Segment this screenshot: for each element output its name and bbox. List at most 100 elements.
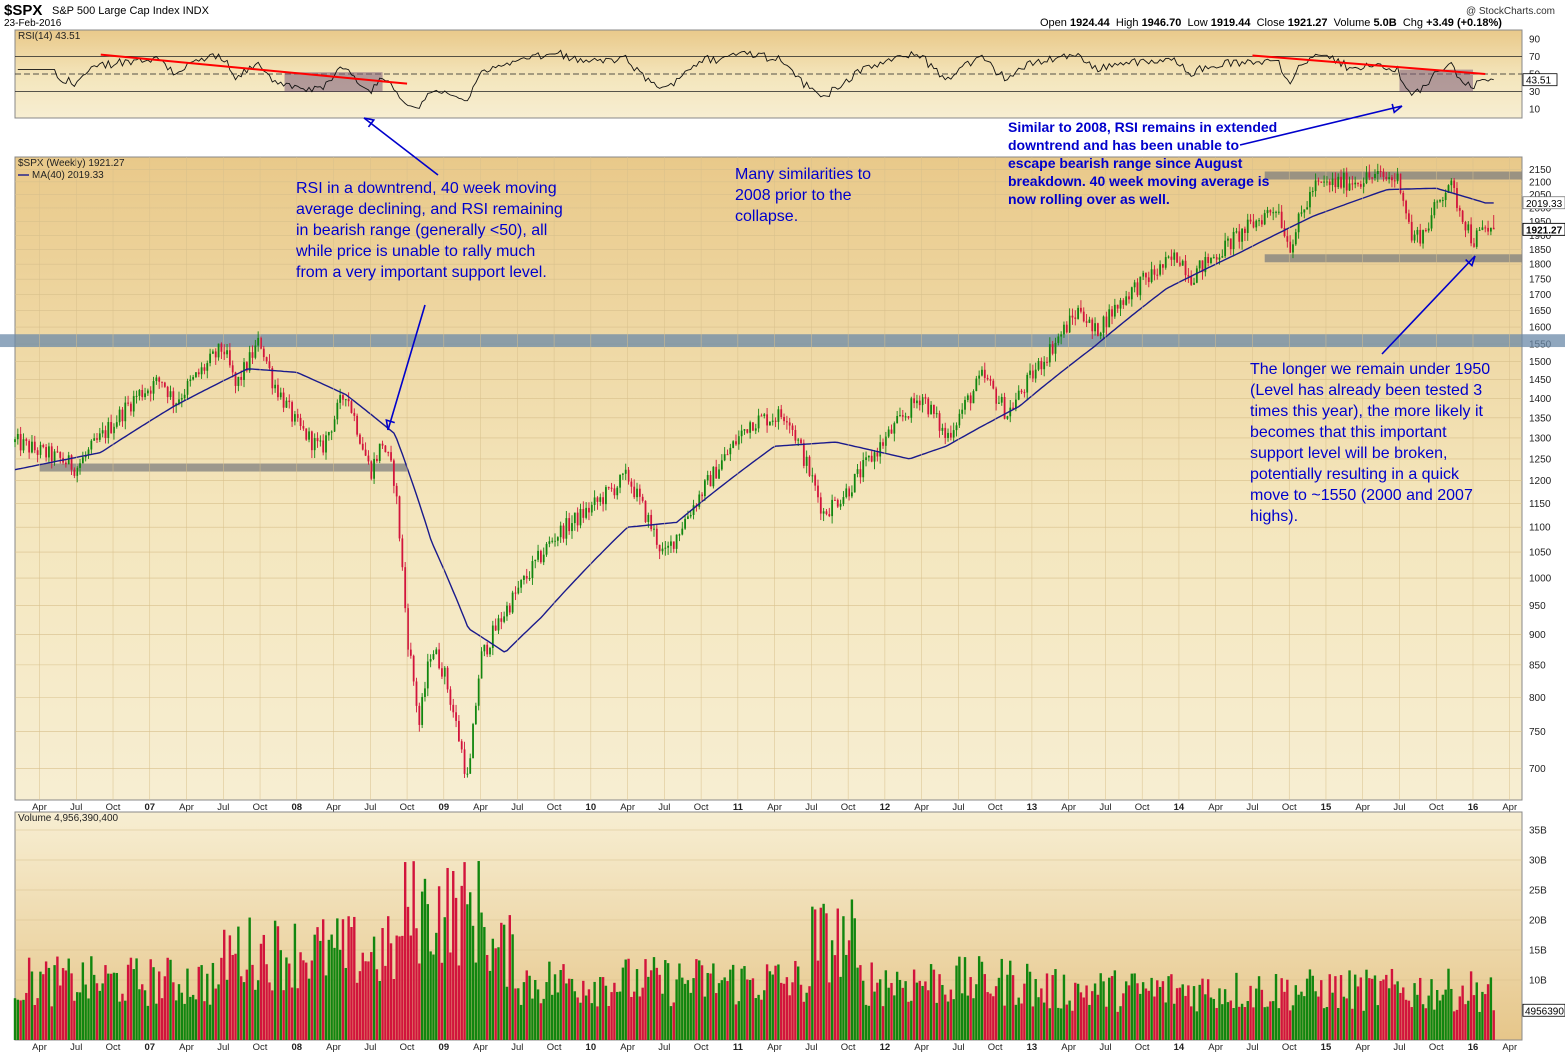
candle-body	[192, 377, 195, 380]
x-tick-label: Apr	[1208, 1042, 1223, 1053]
price-tick-label: 900	[1529, 630, 1546, 641]
volume-bar	[559, 970, 562, 1040]
volume-bar	[1274, 974, 1278, 1040]
volume-bar	[169, 959, 172, 1040]
volume-bar	[194, 999, 198, 1040]
volume-bar	[13, 998, 17, 1040]
candle-body	[1348, 183, 1351, 191]
candle-body	[76, 467, 79, 476]
volume-bar	[1368, 978, 1371, 1040]
candle-body	[1374, 174, 1376, 178]
volume-bar	[839, 976, 842, 1040]
candle-body	[667, 545, 670, 548]
candle-body	[353, 412, 356, 416]
candle-body	[288, 400, 291, 403]
candle-body	[754, 428, 757, 431]
x-tick-label: Apr	[1502, 1042, 1517, 1053]
candle-body	[381, 443, 384, 446]
candle-body	[1074, 317, 1077, 319]
volume-bar	[1071, 1010, 1074, 1040]
annotation-support-level: The longer we remain under 1950 (Level h…	[1250, 359, 1490, 527]
candle-body	[1408, 213, 1410, 222]
candle-body	[1020, 390, 1023, 393]
x-tick-label: 11	[733, 1042, 744, 1053]
volume-bar	[1257, 976, 1261, 1040]
candle-body	[1031, 370, 1034, 379]
low-label: Low	[1187, 17, 1208, 29]
candle-body	[1283, 227, 1286, 237]
candle-body	[1054, 342, 1057, 354]
volume-bar	[980, 961, 984, 1040]
volume-bar	[494, 948, 497, 1040]
price-tick-label: 1250	[1529, 454, 1552, 465]
candle-body	[203, 367, 206, 371]
candle-body	[525, 576, 528, 579]
volume-bar	[1450, 988, 1453, 1040]
volume-bar	[539, 1003, 543, 1040]
candle-body	[282, 392, 285, 408]
volume-bar	[189, 996, 192, 1040]
volume-bar	[155, 1003, 158, 1040]
volume-bar	[607, 1006, 610, 1040]
candle-body	[1088, 319, 1091, 323]
candle-body	[291, 402, 293, 422]
candle-body	[1272, 212, 1275, 214]
candle-body	[817, 485, 819, 498]
volume-bar	[81, 962, 85, 1040]
candle-body	[822, 511, 825, 514]
rsi-tick-label: 30	[1529, 87, 1541, 98]
candle-body	[155, 377, 158, 382]
candle-body	[1190, 276, 1193, 285]
volume-bar	[616, 991, 619, 1040]
volume-bar	[632, 991, 636, 1040]
candle-body	[127, 402, 129, 404]
volume-bar	[1122, 993, 1125, 1040]
volume-bar	[118, 1001, 121, 1040]
candle-body	[539, 550, 542, 563]
candle-body	[1096, 323, 1099, 336]
volume-bar	[1452, 1011, 1456, 1040]
candle-body	[364, 449, 367, 456]
candle-body	[1201, 260, 1204, 273]
volume-bar	[321, 919, 325, 1040]
candle-body	[1388, 177, 1391, 179]
volume-bar	[1116, 1011, 1119, 1040]
volume-bar	[1269, 1001, 1272, 1040]
volume-bar	[1348, 970, 1351, 1040]
candle-body	[749, 422, 752, 433]
candle-body	[1170, 256, 1173, 260]
candle-body	[1014, 399, 1017, 409]
volume-bar	[805, 992, 808, 1040]
x-tick-label: 12	[880, 802, 891, 813]
volume-title: Volume 4,956,390,400	[18, 813, 119, 824]
candle-body	[1128, 296, 1130, 300]
volume-bar	[406, 906, 410, 1040]
volume-bar	[197, 966, 200, 1040]
candle-body	[729, 447, 732, 455]
volume-bar	[78, 992, 82, 1040]
volume-bar	[1492, 1010, 1495, 1040]
candle-body	[1023, 392, 1026, 394]
candle-body	[1082, 311, 1085, 322]
price-tick-label: 750	[1529, 727, 1546, 738]
candle-body	[166, 386, 169, 398]
x-tick-label: Apr	[473, 802, 488, 813]
x-tick-label: Oct	[106, 1042, 121, 1053]
candle-body	[1210, 257, 1212, 264]
candle-body	[327, 432, 330, 436]
candle-body	[384, 445, 387, 453]
rsi-tick-label: 10	[1529, 105, 1541, 116]
volume-bar	[757, 994, 760, 1040]
volume-bar	[514, 988, 517, 1040]
candle-body	[251, 352, 254, 358]
x-tick-label: Jul	[1246, 802, 1258, 813]
candle-body	[579, 508, 582, 526]
volume-bar	[867, 1005, 871, 1040]
volume-bar	[850, 899, 854, 1040]
volume-bar	[223, 929, 226, 1040]
volume-bar	[1353, 974, 1357, 1040]
candle-body	[1156, 274, 1159, 276]
candle-body	[279, 392, 282, 398]
candle-body	[1436, 201, 1439, 203]
candle-body	[424, 688, 426, 697]
